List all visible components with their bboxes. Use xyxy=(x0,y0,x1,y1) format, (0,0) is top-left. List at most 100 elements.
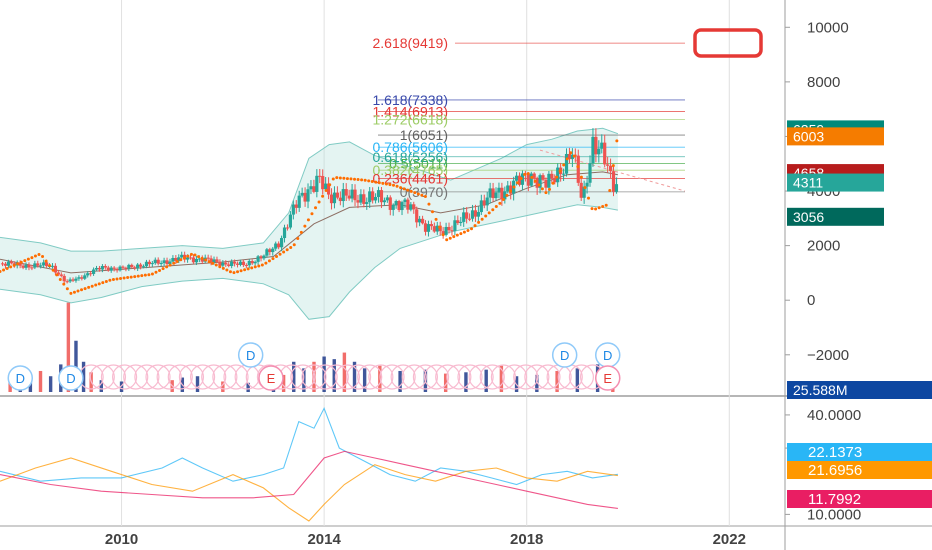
candle-body xyxy=(514,175,519,181)
sar-dot xyxy=(395,184,399,188)
sar-dot xyxy=(342,176,346,180)
y-tick-label: −2000 xyxy=(807,347,849,364)
fib-level-label: 2.618(9419) xyxy=(372,35,448,51)
candle-body xyxy=(553,178,557,183)
sar-dot xyxy=(161,267,165,271)
sar-dot xyxy=(324,188,328,192)
earnings-circle xyxy=(323,364,349,390)
candle-body xyxy=(371,191,375,201)
sar-dot xyxy=(111,277,115,281)
oscillator-line xyxy=(0,457,618,522)
candle-body xyxy=(473,210,478,217)
fib-level-label: 0.786(5606) xyxy=(372,139,448,155)
volume-bar xyxy=(48,376,53,392)
candle-body xyxy=(191,257,196,263)
candle-body xyxy=(420,218,425,224)
event-marker xyxy=(594,365,621,391)
sar-dot xyxy=(239,269,243,273)
candle-body xyxy=(65,281,69,283)
candle-body xyxy=(74,278,78,281)
candle-body xyxy=(77,277,81,279)
x-tick-label: 2018 xyxy=(510,531,543,548)
candle-body xyxy=(397,201,401,211)
candle-body xyxy=(230,261,234,267)
candle-body xyxy=(485,197,489,206)
earnings-circle xyxy=(301,364,327,390)
sar-dot xyxy=(608,188,612,192)
candle-body xyxy=(300,192,304,196)
candle-body xyxy=(368,191,372,203)
sar-dot xyxy=(94,283,98,287)
candle-body xyxy=(400,202,404,211)
candle-body xyxy=(185,257,190,260)
sar-dot xyxy=(292,243,296,247)
sar-dot xyxy=(264,261,268,265)
candle-body xyxy=(118,266,122,271)
price-badge-label: 3056 xyxy=(793,209,824,225)
sar-dot xyxy=(172,261,176,265)
candle-body xyxy=(30,267,34,269)
sar-dot xyxy=(477,220,481,224)
fib-level-label: 0.236(4461) xyxy=(372,170,448,186)
sar-dot xyxy=(285,248,289,252)
earnings-circle xyxy=(368,364,394,390)
candle-body xyxy=(506,185,510,192)
sar-dot xyxy=(218,265,222,269)
sar-dot xyxy=(317,200,321,204)
earnings-circle xyxy=(201,364,227,390)
sar-dot xyxy=(129,275,133,279)
candle-body xyxy=(588,163,592,183)
sar-dot xyxy=(416,192,420,196)
candle-body xyxy=(9,261,13,264)
sar-dot xyxy=(505,193,509,197)
candle-body xyxy=(435,225,439,232)
sar-dot xyxy=(296,237,300,241)
earnings-circle xyxy=(357,364,383,390)
candle-body xyxy=(133,267,137,269)
osc-value-label: 22.1373 xyxy=(808,444,862,461)
candle-body xyxy=(497,187,501,193)
candle-body xyxy=(59,274,63,276)
sar-dot xyxy=(381,181,385,185)
candle-body xyxy=(68,279,72,282)
candle-body xyxy=(482,200,486,206)
candle-body xyxy=(224,262,228,265)
sar-dot xyxy=(420,193,424,197)
event-marker-label: D xyxy=(16,371,25,386)
sar-dot xyxy=(72,290,76,294)
candle-body xyxy=(541,175,545,180)
candle-body xyxy=(591,136,595,164)
sar-dot xyxy=(175,259,179,263)
volume-bar xyxy=(484,369,488,392)
candle-body xyxy=(608,165,613,172)
candle-body xyxy=(556,167,560,183)
volume-bar xyxy=(8,380,12,392)
candle-body xyxy=(127,264,131,269)
candle-body xyxy=(476,212,480,217)
candle-body xyxy=(561,173,566,175)
candle-body xyxy=(256,256,260,262)
candle-body xyxy=(503,191,507,200)
candle-body xyxy=(53,265,58,273)
price-badge xyxy=(787,207,884,226)
candle-body xyxy=(174,257,178,261)
event-marker xyxy=(551,342,578,368)
candle-body xyxy=(291,204,295,215)
sar-dot xyxy=(65,287,69,291)
sar-dot xyxy=(207,260,211,264)
sar-dot xyxy=(374,180,378,184)
candle-body xyxy=(94,267,99,270)
sar-dot xyxy=(2,268,6,272)
volume-badge-label: 25.588M xyxy=(793,382,847,398)
candle-body xyxy=(194,258,199,263)
candle-body xyxy=(24,264,28,268)
volume-bar xyxy=(499,365,504,392)
candle-body xyxy=(62,275,66,282)
volume-bar xyxy=(38,370,43,392)
candle-body xyxy=(136,264,140,269)
earnings-circle xyxy=(156,364,182,390)
sar-dot xyxy=(601,205,605,209)
sar-dot xyxy=(353,177,357,181)
sar-dot xyxy=(80,288,84,292)
